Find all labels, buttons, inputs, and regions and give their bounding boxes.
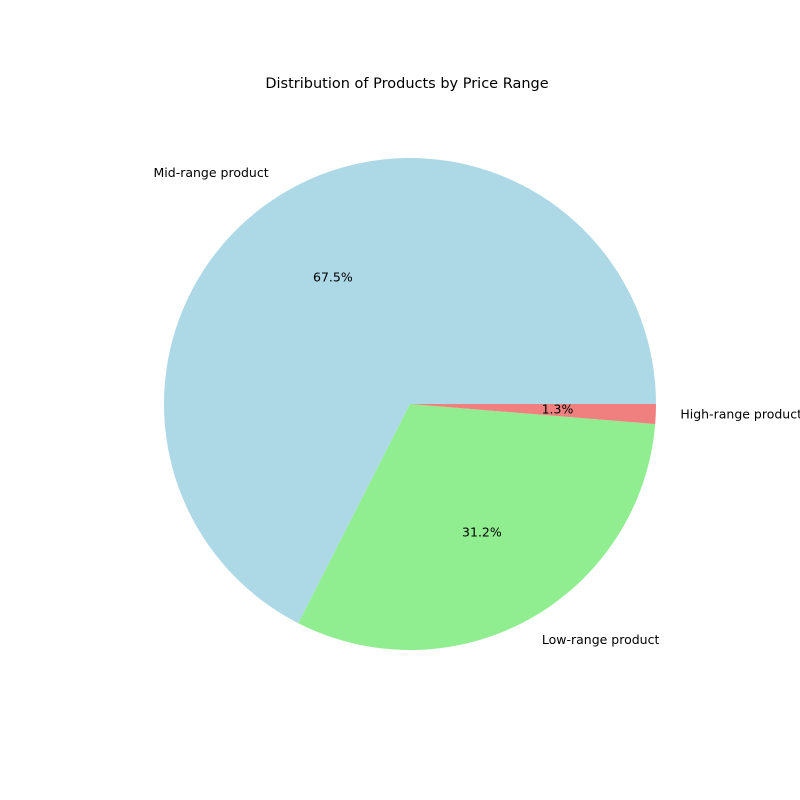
slice-label: Low-range product: [542, 632, 660, 647]
pie-slice-mid-range-product: [163, 158, 657, 624]
slice-percent-label: 67.5%: [313, 270, 353, 285]
slice-label: High-range product: [680, 407, 800, 422]
chart-title: Distribution of Products by Price Range: [265, 76, 548, 92]
slice-percent-label: 31.2%: [462, 524, 502, 539]
pie-slice-low-range-product: [298, 404, 656, 650]
pie-slice-high-range-product: [410, 404, 656, 425]
slice-label: Mid-range product: [154, 165, 269, 180]
pie-slices: [163, 158, 657, 650]
pie-labels: Mid-range product 67.5% Low-range product 3…: [154, 165, 800, 647]
slice-percent-label: 1.3%: [542, 402, 574, 417]
